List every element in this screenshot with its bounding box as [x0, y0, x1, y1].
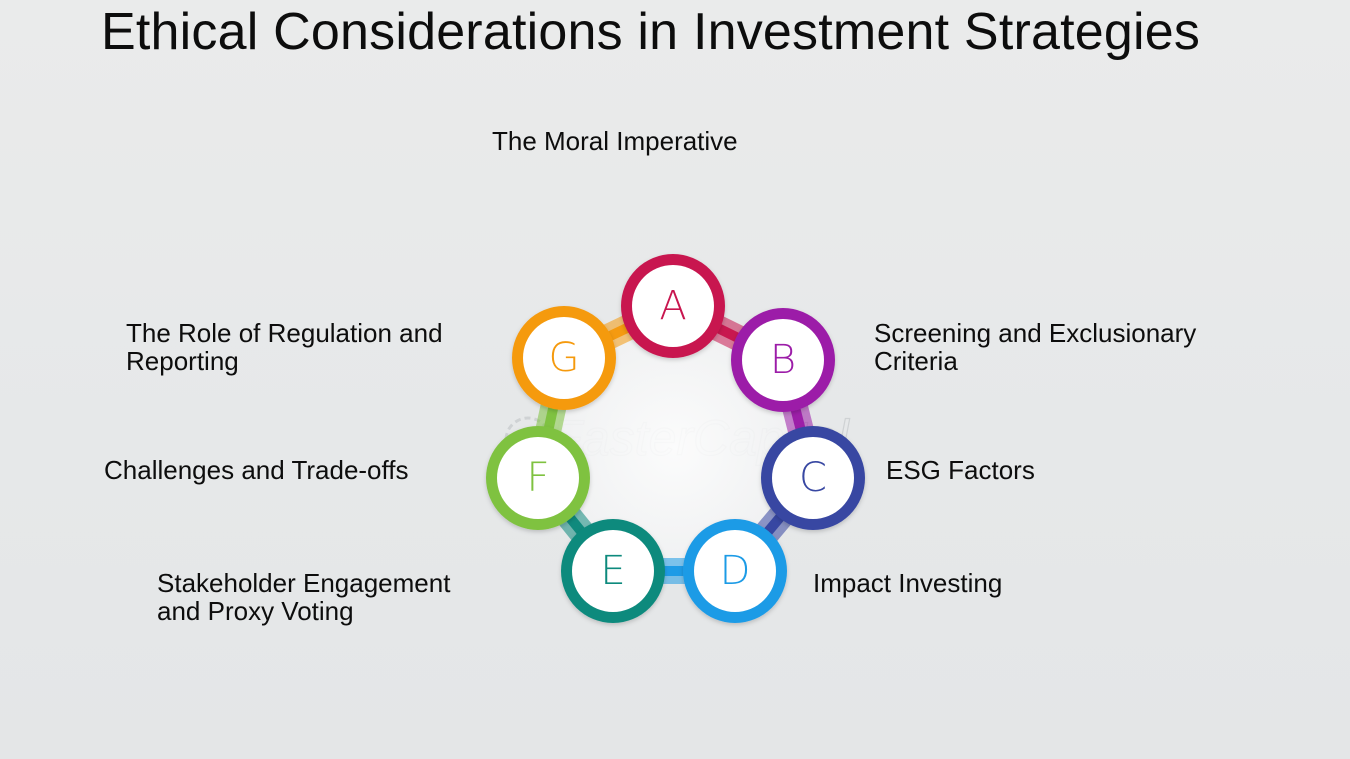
node-letter: G [549, 335, 580, 381]
node-face [632, 265, 714, 347]
node-c: C [761, 426, 865, 530]
label-g: The Role of Regulation and Reporting [126, 319, 443, 375]
node-e: E [561, 519, 665, 623]
node-face [523, 317, 605, 399]
node-letter: F [526, 455, 549, 501]
node-a: A [621, 254, 725, 358]
node-letter: A [659, 283, 686, 329]
node-letter: C [799, 455, 827, 501]
node-b: B [731, 308, 835, 412]
node-face [772, 437, 854, 519]
nodes: A B C D E F G [486, 254, 865, 623]
node-f: F [486, 426, 590, 530]
label-g-line2: Reporting [126, 346, 239, 376]
node-d: D [683, 519, 787, 623]
label-a: The Moral Imperative [492, 126, 738, 156]
node-face [497, 437, 579, 519]
node-face [742, 319, 824, 401]
node-g: G [512, 306, 616, 410]
label-g-line1: The Role of Regulation and [126, 318, 443, 348]
label-e-line1: Stakeholder Engagement [157, 568, 451, 598]
label-c: ESG Factors [886, 455, 1035, 485]
label-b: Screening and Exclusionary Criteria [874, 319, 1196, 375]
node-letter: D [720, 548, 751, 594]
label-d: Impact Investing [813, 568, 1003, 598]
page-title: Ethical Considerations in Investment Str… [101, 3, 1201, 61]
label-e-line2: and Proxy Voting [157, 596, 354, 626]
node-letter: B [770, 337, 796, 383]
label-b-line2: Criteria [874, 346, 958, 376]
node-letter: E [600, 548, 625, 594]
label-f: Challenges and Trade-offs [104, 455, 409, 485]
node-face [572, 530, 654, 612]
label-e: Stakeholder Engagement and Proxy Voting [157, 569, 450, 625]
label-b-line1: Screening and Exclusionary [874, 318, 1197, 348]
node-face [694, 530, 776, 612]
